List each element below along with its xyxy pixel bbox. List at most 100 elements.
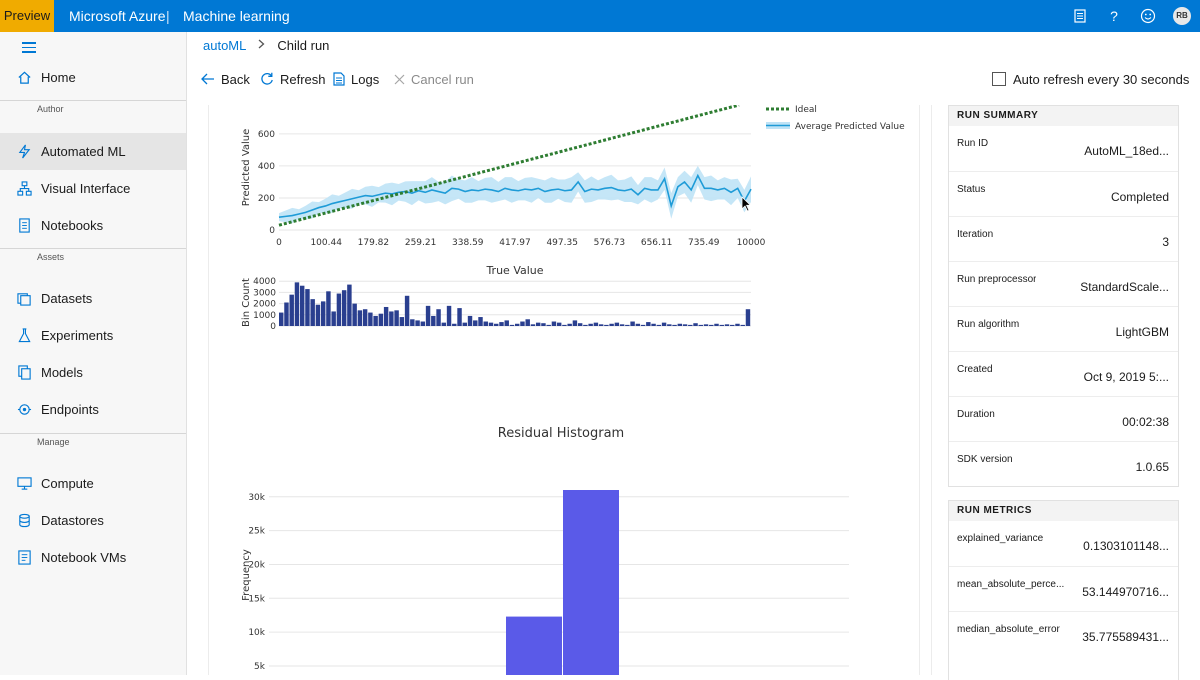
smiley-icon[interactable] [1138, 6, 1158, 26]
kv-key: Run preprocessor [957, 274, 1037, 285]
run-metrics-title: RUN METRICS [949, 501, 1178, 521]
histogram-bar [504, 320, 509, 326]
histogram-bar [488, 322, 494, 326]
histogram-bar [672, 324, 677, 326]
sidebar-item-label: Automated ML [41, 144, 126, 159]
histogram-bar [598, 324, 604, 326]
arrow-left-icon [201, 73, 214, 85]
sidebar-item-datasets[interactable]: Datasets [0, 280, 186, 317]
feedback-doc-icon[interactable] [1070, 6, 1090, 26]
y-tick-label: 0 [269, 226, 275, 236]
mouse-cursor-icon [741, 196, 751, 212]
histogram-bar [593, 322, 599, 326]
histogram-bar [577, 323, 583, 326]
kv-value: 00:02:38 [1122, 415, 1169, 429]
histogram-bar [478, 317, 483, 326]
kv-row: Status Completed [949, 171, 1178, 216]
histogram-bar [331, 311, 336, 326]
histogram-bar [625, 324, 630, 326]
back-button[interactable]: Back [201, 64, 250, 94]
product-title[interactable]: Machine learning [183, 8, 290, 24]
histogram-bar [436, 309, 441, 326]
sidebar-item-models[interactable]: Models [0, 354, 186, 391]
histogram-bar [724, 324, 730, 326]
cancel-run-label: Cancel run [411, 71, 474, 87]
kv-value: 53.144970716... [1082, 585, 1169, 599]
histogram-bar [457, 308, 462, 326]
logs-label: Logs [351, 71, 380, 87]
help-icon[interactable]: ? [1110, 8, 1118, 24]
residual-bar [563, 490, 619, 675]
sidebar-item-endpoints[interactable]: Endpoints [0, 391, 186, 428]
legend-ideal-label: Ideal [795, 105, 817, 115]
x-tick-label: 179.82 [358, 238, 390, 248]
histogram-bar [452, 323, 457, 326]
kv-value: AutoML_18ed... [1084, 144, 1169, 158]
kv-row: mean_absolute_perce... 53.144970716... [949, 566, 1178, 611]
histogram-bar [399, 317, 405, 326]
histogram-bar [546, 324, 551, 326]
kv-value: 0.1303101148... [1083, 539, 1169, 553]
auto-refresh-label: Auto refresh every 30 seconds [1013, 71, 1190, 87]
kv-value: 35.775589431... [1082, 630, 1169, 644]
histogram-bar [378, 313, 384, 326]
histogram-bar [651, 323, 656, 326]
sidebar-item-label: Visual Interface [41, 181, 131, 196]
sidebar-item-label: Datasets [41, 291, 93, 306]
logs-button[interactable]: Logs [333, 64, 379, 94]
series-average-predicted-line [278, 173, 752, 218]
sidebar-item-label: Endpoints [41, 402, 99, 417]
sidebar-item-experiments[interactable]: Experiments [0, 317, 186, 354]
histogram-bar [541, 323, 546, 326]
legend-average-label: Average Predicted Value [795, 122, 905, 132]
auto-refresh-checkbox[interactable] [992, 72, 1006, 86]
histogram-bar [326, 291, 331, 326]
cancel-run-button[interactable]: Cancel run [394, 64, 474, 94]
histogram-bar [556, 322, 562, 326]
brand-title[interactable]: Microsoft Azure [69, 8, 166, 24]
histogram-bar [294, 282, 300, 326]
sidebar-item-notebooks[interactable]: Notebooks [0, 207, 186, 244]
sidebar-item-home[interactable]: Home [0, 59, 186, 96]
x-tick-label: 656.11 [641, 238, 673, 248]
histogram-bar [357, 310, 363, 326]
refresh-button[interactable]: Refresh [260, 64, 326, 94]
sidebar-item-compute[interactable]: Compute [0, 465, 186, 502]
sidebar-item-automated-ml[interactable]: Automated ML [0, 133, 186, 170]
histogram-bar [462, 322, 467, 326]
kv-value: Oct 9, 2019 5:... [1083, 370, 1169, 384]
histogram-bar [483, 321, 488, 326]
histogram-bar [467, 315, 473, 326]
kv-key: median_absolute_error [957, 624, 1060, 635]
histogram-bar [614, 322, 620, 326]
sidebar-item-label: Compute [41, 476, 94, 491]
hamburger-menu-icon[interactable] [22, 42, 36, 53]
histogram-bar [446, 305, 452, 326]
user-avatar[interactable]: RB [1173, 7, 1191, 25]
x-tick-label: 497.35 [546, 238, 578, 248]
datastores-icon [16, 513, 32, 529]
sidebar-item-datastores[interactable]: Datastores [0, 502, 186, 539]
notebook-icon [16, 218, 32, 234]
breadcrumb-link-automl[interactable]: autoML [203, 38, 247, 53]
y-tick-label: 5k [254, 662, 266, 672]
histogram-bar [688, 324, 693, 326]
histogram-bar [520, 321, 525, 326]
auto-refresh-toggle[interactable]: Auto refresh every 30 seconds [992, 64, 1189, 94]
kv-key: Status [957, 184, 986, 195]
top-bar: Preview Microsoft Azure | Machine learni… [0, 0, 1200, 32]
sidebar-item-label: Experiments [41, 328, 114, 343]
histogram-bar [525, 319, 530, 326]
sidebar-item-label: Models [41, 365, 83, 380]
home-icon [16, 70, 32, 86]
histogram-bar [709, 324, 714, 326]
sidebar-item-notebook-vms[interactable]: Notebook VMs [0, 539, 186, 576]
histogram-bar [661, 322, 667, 326]
kv-key: mean_absolute_perce... [957, 579, 1065, 590]
kv-row: explained_variance 0.1303101148... [949, 521, 1178, 566]
sidebar-item-visual-interface[interactable]: Visual Interface [0, 170, 186, 207]
histogram-bar [299, 285, 305, 326]
histogram-bar [289, 294, 294, 326]
kv-row: SDK version 1.0.65 [949, 441, 1178, 486]
series-ideal-line [278, 105, 740, 227]
